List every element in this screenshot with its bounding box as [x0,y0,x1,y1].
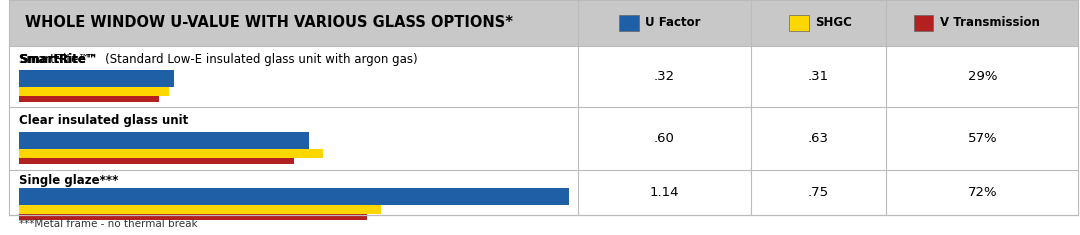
Bar [9,107,1078,170]
Bar [19,149,323,158]
Text: ***Metal frame - no thermal break: ***Metal frame - no thermal break [19,219,198,229]
Bar [19,205,381,214]
Text: 1.14: 1.14 [649,186,679,199]
Text: U Factor: U Factor [646,16,701,29]
Bar [19,87,168,96]
Bar [620,15,639,31]
Text: .63: .63 [808,132,828,145]
Bar [19,132,309,149]
Bar [19,70,174,87]
Text: V Transmission: V Transmission [940,16,1039,29]
Bar [9,0,1078,46]
Bar [19,96,159,102]
Text: .75: .75 [808,186,828,199]
Text: SmartRite™: SmartRite™ [19,53,98,66]
Text: SmartRite™: SmartRite™ [19,53,98,66]
Text: .60: .60 [653,132,675,145]
Bar [19,188,569,205]
Text: Single glaze***: Single glaze*** [19,174,119,187]
Text: .32: .32 [653,70,675,83]
Bar [19,214,366,220]
Text: SHGC: SHGC [815,16,852,29]
Bar [9,170,1078,215]
Text: 29%: 29% [968,70,998,83]
Bar [789,15,809,31]
Bar [9,46,1078,107]
Bar [914,15,933,31]
Bar [19,158,294,164]
Text: .31: .31 [808,70,828,83]
Text: WHOLE WINDOW U-VALUE WITH VARIOUS GLASS OPTIONS*: WHOLE WINDOW U-VALUE WITH VARIOUS GLASS … [25,16,513,30]
Text: 57%: 57% [968,132,998,145]
Text: 72%: 72% [968,186,998,199]
Text: Clear insulated glass unit: Clear insulated glass unit [19,114,189,127]
Text: SmartRite™    (Standard Low-E insulated glass unit with argon gas): SmartRite™ (Standard Low-E insulated gla… [19,53,418,66]
